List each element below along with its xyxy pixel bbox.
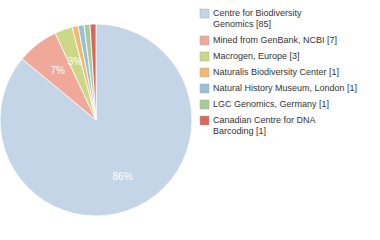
pie-slice <box>78 25 96 120</box>
legend-label-line: Mined from GenBank, NCBI [7] <box>213 35 337 45</box>
legend-label: Canadian Centre for DNABarcoding [1] <box>213 115 316 136</box>
data-label: 7% <box>51 65 66 76</box>
data-label: 86% <box>113 171 133 182</box>
legend-label-line: Barcoding [1] <box>213 126 266 136</box>
legend-label-line: Naturalis Biodiversity Center [1] <box>213 67 339 77</box>
legend-swatch <box>200 100 209 109</box>
pie-slice <box>90 24 96 120</box>
legend-label: Natural History Museum, London [1] <box>213 83 357 93</box>
slices <box>0 24 192 216</box>
legend-label-line: Canadian Centre for DNA <box>213 115 316 125</box>
legend-label-line: Centre for Biodiversity <box>213 8 302 18</box>
legend-swatch <box>200 36 209 45</box>
chart: 86% 7%3% Centre for BiodiversityGenomics [… <box>0 0 380 240</box>
legend-label: Mined from GenBank, NCBI [7] <box>213 35 337 45</box>
legend-label-line: Natural History Museum, London [1] <box>213 83 357 93</box>
legend-swatch <box>200 52 209 61</box>
legend-label: LGC Genomics, Germany [1] <box>213 99 329 109</box>
legend: Centre for BiodiversityGenomics [85] Mine… <box>200 8 357 136</box>
legend-swatch <box>200 9 209 18</box>
data-labels: 86% 7%3% <box>51 56 133 182</box>
legend-swatch <box>200 116 209 125</box>
legend-swatch <box>200 84 209 93</box>
legend-label-line: LGC Genomics, Germany [1] <box>213 99 329 109</box>
legend-swatch <box>200 68 209 77</box>
legend-label: Naturalis Biodiversity Center [1] <box>213 67 339 77</box>
pie-slice <box>84 24 96 120</box>
legend-label: Centre for BiodiversityGenomics [85] <box>213 8 302 29</box>
pie-slice <box>0 24 192 216</box>
legend-label-line: Genomics [85] <box>213 19 271 29</box>
legend-label-line: Macrogen, Europe [3] <box>213 51 300 61</box>
data-label: 3% <box>68 56 83 67</box>
legend-label: Macrogen, Europe [3] <box>213 51 300 61</box>
